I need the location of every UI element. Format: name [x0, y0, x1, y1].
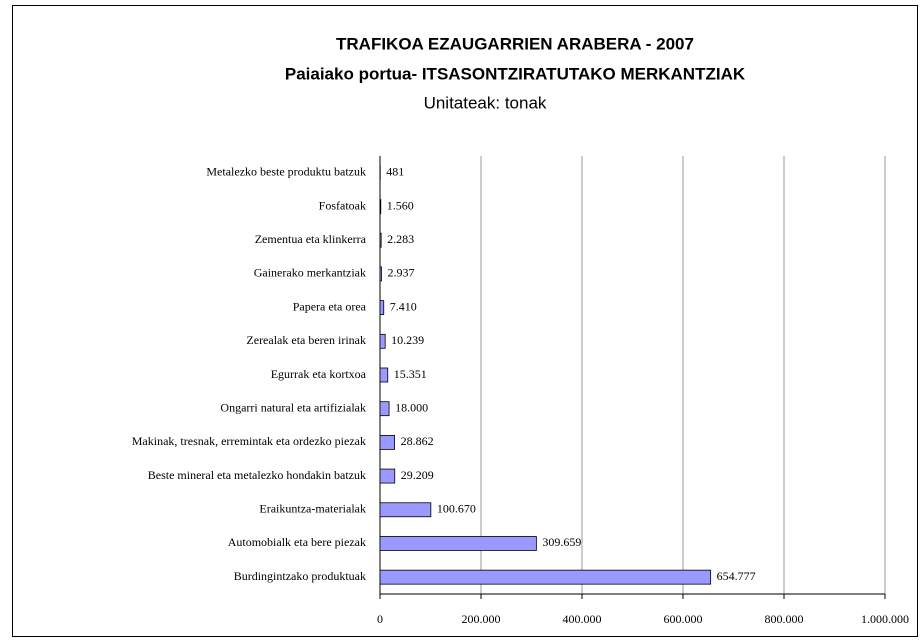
y-tick-label: Gainerako merkantziak [254, 266, 366, 280]
y-tick-label: Metalezko beste produktu batzuk [206, 165, 366, 179]
bar [379, 199, 382, 214]
value-label: 29.209 [401, 468, 434, 482]
y-tick-label: Makinak, tresnak, erremintak eta ordezko… [132, 434, 366, 448]
chart-frame [12, 5, 918, 637]
value-label: 18.000 [395, 400, 428, 414]
value-label: 15.351 [394, 367, 427, 381]
bar [379, 333, 386, 349]
value-label: 654.777 [717, 569, 756, 583]
y-tick-label: Eraikuntza-materialak [259, 502, 366, 516]
y-tick-label: Zementua eta klinkerra [255, 232, 367, 246]
chart-subtitle: Paiaiako portua- ITSASONTZIRATUTAKO MERK… [285, 64, 746, 83]
bar [379, 401, 390, 417]
y-tick-label: Egurrak eta kortxoa [271, 367, 367, 381]
y-tick-label: Fosfatoak [319, 198, 366, 212]
value-label: 481 [386, 165, 404, 179]
x-tick-label: 400.000 [563, 612, 602, 626]
value-label: 28.862 [401, 434, 434, 448]
y-tick-label: Automobialk eta bere piezak [228, 535, 366, 549]
bar [379, 434, 395, 450]
bar [379, 569, 712, 585]
x-tick-label: 200.000 [462, 612, 501, 626]
value-label: 309.659 [542, 535, 581, 549]
x-tick-label: 0 [377, 612, 383, 626]
bar [379, 536, 537, 551]
value-label: 1.560 [387, 198, 414, 212]
y-tick-label: Beste mineral eta metalezko hondakin bat… [148, 468, 366, 482]
units-label: Unitateak: tonak [424, 93, 547, 112]
y-tick-label: Burdingintzako produktuak [234, 569, 366, 583]
bar [379, 300, 385, 316]
value-label: 10.239 [391, 333, 424, 347]
x-tick-label: 800.000 [765, 612, 804, 626]
bar [379, 502, 432, 518]
value-label: 2.937 [387, 266, 414, 280]
value-label: 2.283 [387, 232, 414, 246]
value-label: 7.410 [390, 299, 417, 313]
bar [379, 468, 396, 484]
y-tick-label: Zerealak eta beren irinak [246, 333, 366, 347]
x-tick-label: 1.000.000 [861, 612, 909, 626]
bar [379, 266, 382, 282]
x-tick-label: 600.000 [664, 612, 703, 626]
bar [379, 367, 389, 383]
y-tick-label: Papera eta orea [293, 299, 367, 313]
value-label: 100.670 [437, 502, 476, 516]
bar [379, 232, 382, 248]
y-tick-label: Ongarri natural eta artifizialak [220, 400, 366, 414]
chart-title: TRAFIKOA EZAUGARRIEN ARABERA - 2007 [336, 34, 694, 53]
